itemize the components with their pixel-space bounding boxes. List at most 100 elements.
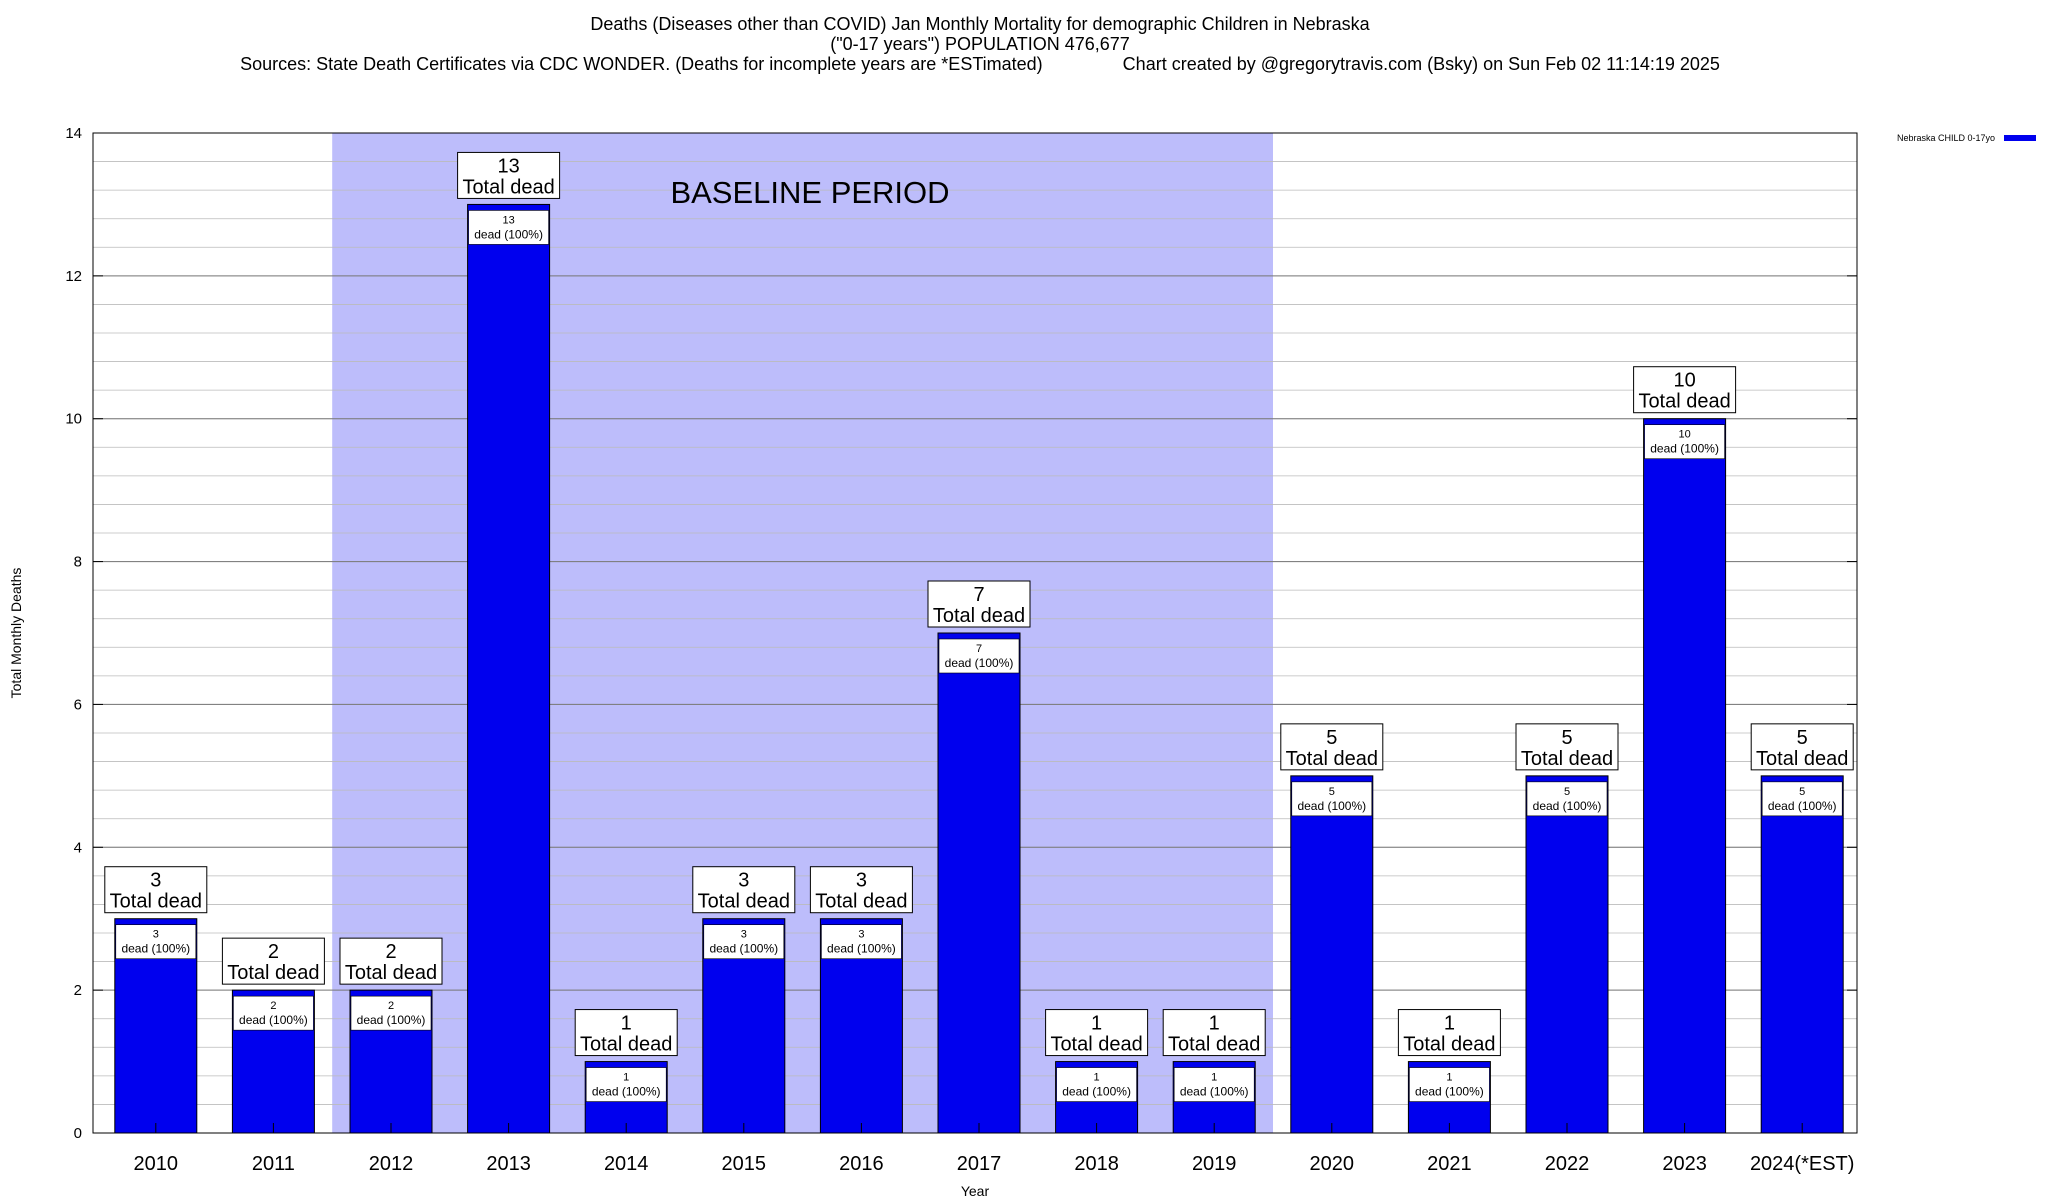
legend-swatch: [2004, 135, 2036, 141]
baseline-period-label: BASELINE PERIOD: [670, 175, 949, 210]
x-tick-label: 2012: [369, 1153, 414, 1175]
total-dead-box: [1633, 366, 1737, 414]
bar-inner-label-box: [350, 995, 432, 1031]
x-axis-label: Year: [961, 1183, 990, 1199]
x-tick-label: 2010: [134, 1153, 179, 1175]
chart-title-line-1: Deaths (Diseases other than COVID) Jan M…: [590, 14, 1370, 34]
bar-inner-percent-label: dead (100%): [1297, 799, 1366, 813]
bar-inner-value-label: 3: [858, 929, 864, 941]
x-tick-label: 2022: [1545, 1153, 1590, 1175]
bar-inner-value-label: 2: [388, 1000, 394, 1012]
y-tick-label: 0: [74, 1125, 82, 1142]
x-tick-label: 2016: [839, 1153, 884, 1175]
bar-inner-label-box: [1409, 1067, 1490, 1102]
chart-title-line-2: ("0-17 years") POPULATION 476,677: [830, 34, 1130, 54]
x-tick-label: 2014: [604, 1153, 649, 1175]
chart-title-line-3: Sources: State Death Certificates via CD…: [240, 54, 1720, 74]
y-tick-label: 6: [74, 696, 82, 713]
bar-inner-label-box: [938, 638, 1020, 674]
x-tick-label: 2017: [957, 1153, 1002, 1175]
total-dead-value-label: 10: [1673, 370, 1695, 392]
bar-inner-value-label: 2: [270, 1000, 276, 1012]
total-dead-value-label: 3: [150, 870, 161, 892]
total-dead-box: [574, 1009, 678, 1057]
bar-inner-label-box: [1173, 1067, 1255, 1102]
total-dead-value-label: 2: [268, 941, 279, 963]
legend-label: Nebraska CHILD 0-17yo: [1897, 133, 1995, 143]
bar-inner-value-label: 1: [1446, 1072, 1452, 1084]
total-dead-text-label: Total dead: [933, 605, 1025, 627]
bar-inner-value-label: 10: [1678, 429, 1690, 441]
x-tick-label: 2018: [1074, 1153, 1119, 1175]
total-dead-box: [1515, 723, 1619, 771]
y-tick-label: 14: [65, 125, 82, 142]
bar-inner-label-box: [468, 210, 549, 245]
bar-inner-percent-label: dead (100%): [827, 942, 896, 956]
total-dead-text-label: Total dead: [1521, 748, 1613, 770]
total-dead-text-label: Total dead: [1638, 391, 1730, 413]
bar-inner-percent-label: dead (100%): [1768, 799, 1837, 813]
total-dead-box: [927, 580, 1031, 628]
total-dead-text-label: Total dead: [227, 962, 319, 984]
bar-inner-value-label: 5: [1799, 786, 1805, 798]
total-dead-text-label: Total dead: [345, 962, 437, 984]
total-dead-text-label: Total dead: [1168, 1034, 1260, 1056]
bar-inner-label-box: [1644, 424, 1725, 460]
y-tick-label: 8: [74, 554, 82, 571]
total-dead-value-label: 3: [856, 870, 867, 892]
plot-frame: [92, 132, 1858, 1134]
total-dead-box: [339, 937, 443, 985]
y-tick-label: 2: [74, 982, 82, 999]
bar-inner-label-box: [233, 995, 314, 1031]
bar-inner-value-label: 5: [1329, 786, 1335, 798]
total-dead-box: [457, 151, 561, 199]
total-dead-value-label: 1: [1209, 1013, 1220, 1035]
total-dead-value-label: 3: [738, 870, 749, 892]
bar-inner-label-box: [1291, 781, 1373, 817]
bar-inner-value-label: 5: [1564, 786, 1570, 798]
total-dead-box: [221, 937, 325, 985]
total-dead-text-label: Total dead: [1286, 748, 1378, 770]
y-tick-label: 4: [74, 839, 82, 856]
total-dead-value-label: 2: [385, 941, 396, 963]
y-tick-label: 12: [65, 268, 82, 285]
x-tick-label: 2023: [1662, 1153, 1707, 1175]
bar-inner-percent-label: dead (100%): [1062, 1085, 1131, 1099]
total-dead-value-label: 7: [973, 584, 984, 606]
total-dead-box: [1280, 723, 1384, 771]
bar-inner-percent-label: dead (100%): [592, 1085, 661, 1099]
bar-inner-label-box: [1526, 781, 1608, 817]
total-dead-text-label: Total dead: [815, 891, 907, 913]
total-dead-value-label: 1: [1091, 1013, 1102, 1035]
bar-inner-label-box: [115, 924, 197, 960]
x-tick-label: 2015: [722, 1153, 767, 1175]
total-dead-box: [104, 866, 208, 914]
bar-2022: [1525, 775, 1609, 1134]
total-dead-value-label: 5: [1561, 727, 1572, 749]
bar-2017: [937, 632, 1021, 1134]
bar-inner-label-box: [703, 924, 785, 960]
bar-inner-percent-label: dead (100%): [1415, 1085, 1484, 1099]
bar-inner-value-label: 3: [741, 929, 747, 941]
total-dead-box: [1397, 1009, 1501, 1057]
total-dead-text-label: Total dead: [1050, 1034, 1142, 1056]
total-dead-text-label: Total dead: [1403, 1034, 1495, 1056]
total-dead-text-label: Total dead: [110, 891, 202, 913]
bar-2020: [1290, 775, 1374, 1134]
bar-inner-value-label: 1: [623, 1072, 629, 1084]
total-dead-box: [692, 866, 796, 914]
x-tick-label: 2019: [1192, 1153, 1237, 1175]
bar-inner-percent-label: dead (100%): [474, 227, 543, 241]
bar-inner-value-label: 7: [976, 643, 982, 655]
total-dead-box: [1162, 1009, 1266, 1057]
bar-inner-percent-label: dead (100%): [1533, 799, 1602, 813]
total-dead-value-label: 13: [497, 155, 519, 177]
total-dead-value-label: 5: [1797, 727, 1808, 749]
x-tick-label: 2020: [1310, 1153, 1355, 1175]
total-dead-box: [809, 866, 913, 914]
bar-2013: [467, 203, 551, 1134]
total-dead-box: [1045, 1009, 1149, 1057]
bar-inner-label-box: [821, 924, 902, 960]
total-dead-value-label: 5: [1326, 727, 1337, 749]
